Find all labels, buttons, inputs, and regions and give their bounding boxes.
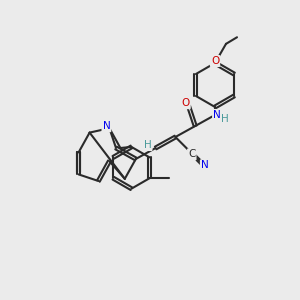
- Text: H: H: [221, 114, 229, 124]
- Text: N: N: [201, 160, 209, 170]
- Text: O: O: [182, 98, 190, 108]
- Text: N: N: [103, 121, 110, 131]
- Text: O: O: [211, 56, 219, 66]
- Text: C: C: [188, 149, 196, 159]
- Text: N: N: [213, 110, 221, 120]
- Text: H: H: [144, 140, 152, 150]
